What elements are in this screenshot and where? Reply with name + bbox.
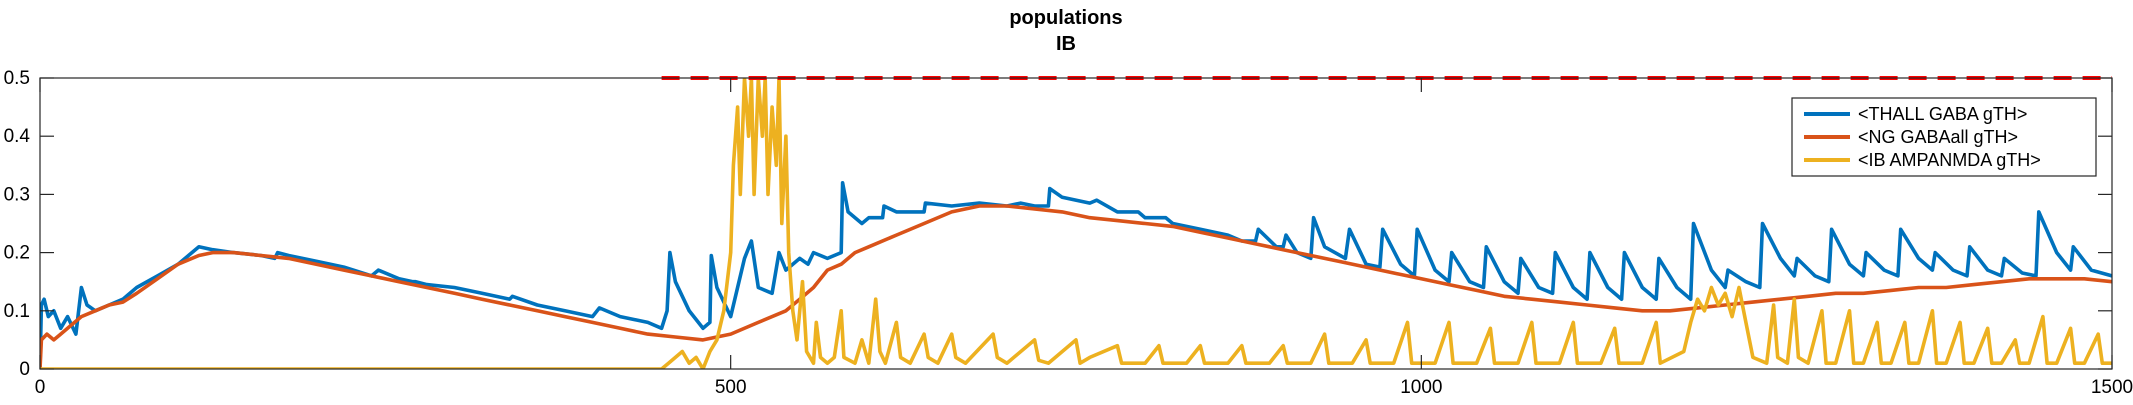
axes-box <box>39 77 2113 370</box>
legend-label: <IB AMPANMDA gTH> <box>1858 150 2041 170</box>
y-tick-label: 0 <box>19 359 30 380</box>
series-line-2 <box>40 204 2112 369</box>
x-tick-label: 1000 <box>1400 377 1442 398</box>
chart-title: populations <box>1009 7 1122 29</box>
series-line-3 <box>40 78 2112 369</box>
x-tick-label: 0 <box>35 377 46 398</box>
x-tick-label: 1500 <box>2091 377 2133 398</box>
x-tick-label: 500 <box>715 377 747 398</box>
plot-area: 0 500 1000 1500 0 0.1 0.2 0.3 0.4 0.5 <box>4 68 2133 398</box>
y-tick-label: 0.5 <box>4 68 30 89</box>
series-line-1 <box>40 181 2112 369</box>
y-tick-label: 0.3 <box>4 184 30 205</box>
legend-label: <NG GABAall gTH> <box>1858 127 2018 147</box>
y-tick-label: 0.4 <box>4 126 31 147</box>
legend-label: <THALL GABA gTH> <box>1858 104 2027 124</box>
legend: <THALL GABA gTH> <NG GABAall gTH> <IB AMPA… <box>1791 97 2097 177</box>
y-tick-label: 0.1 <box>4 301 30 322</box>
y-tick-label: 0.2 <box>4 243 30 264</box>
chart-subtitle: IB <box>1056 33 1076 55</box>
